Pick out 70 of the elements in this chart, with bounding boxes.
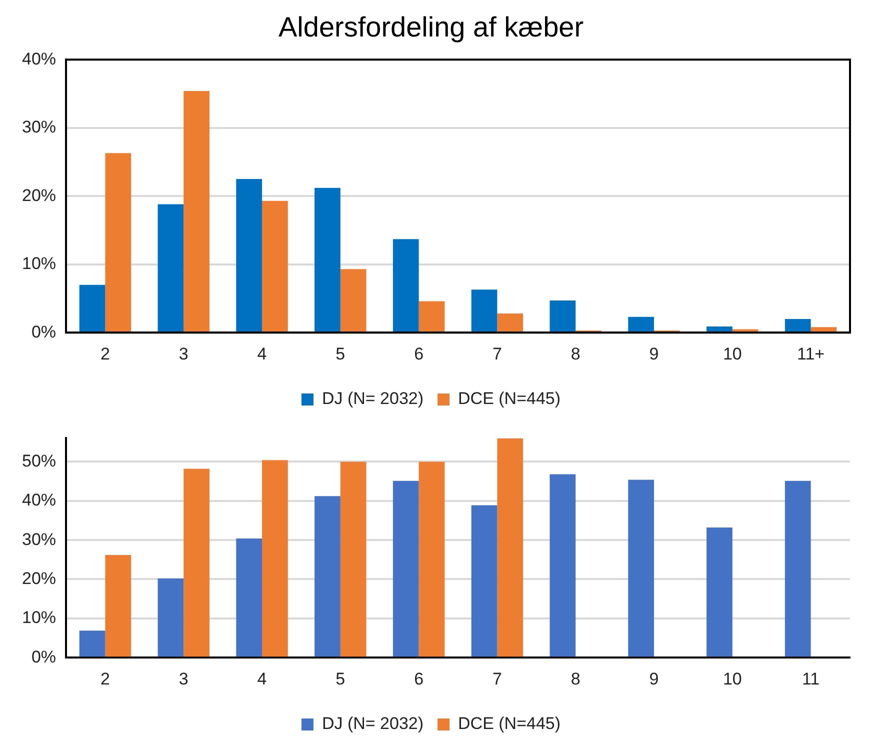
- x-tick-label: 3: [178, 669, 188, 688]
- bar: [418, 462, 445, 657]
- x-tick-label: 5: [336, 344, 346, 364]
- x-tick-label: 8: [570, 344, 580, 364]
- bar: [497, 313, 524, 332]
- x-tick-label: 5: [336, 669, 346, 688]
- bar: [784, 480, 811, 657]
- bar: [392, 239, 419, 332]
- chart-title: Aldersfordeling af kæber: [278, 12, 584, 43]
- legend-label: DCE (N=445): [458, 389, 561, 408]
- x-tick-label: 4: [257, 669, 267, 688]
- x-tick-label: 11+: [797, 344, 825, 364]
- y-tick-label: 50%: [22, 451, 56, 470]
- legend-label: DJ (N= 2032): [322, 714, 424, 734]
- bar: [184, 90, 210, 332]
- bar: [158, 204, 184, 332]
- x-tick-label: 10: [722, 669, 742, 688]
- y-tick-label: 30%: [22, 530, 56, 549]
- bar: [314, 496, 340, 657]
- bar: [706, 528, 732, 657]
- bar: [392, 480, 419, 657]
- x-tick-label: 2: [100, 669, 110, 688]
- bar: [105, 153, 132, 332]
- y-tick-label: 0%: [31, 322, 56, 342]
- bar: [236, 179, 262, 332]
- x-tick-label: 6: [414, 669, 424, 688]
- x-tick-label: 3: [178, 344, 188, 364]
- x-tick-label: 10: [722, 344, 742, 364]
- x-tick-label: 9: [649, 344, 659, 364]
- bar: [105, 554, 132, 657]
- x-tick-label: 8: [570, 669, 580, 688]
- bar: [158, 578, 184, 657]
- x-tick-label: 4: [257, 344, 267, 364]
- bar: [340, 462, 366, 657]
- legend-label: DCE (N=445): [458, 714, 561, 734]
- bar: [418, 301, 445, 332]
- bar: [340, 269, 366, 332]
- bar: [471, 290, 498, 332]
- legend-label: DJ (N= 2032): [322, 389, 424, 408]
- x-tick-label: 2: [100, 344, 110, 364]
- bar: [784, 318, 811, 332]
- y-tick-label: 30%: [22, 118, 56, 137]
- bar: [550, 300, 576, 332]
- bar: [550, 474, 576, 657]
- y-tick-label: 40%: [22, 49, 56, 68]
- bar: [262, 200, 288, 332]
- y-tick-label: 20%: [22, 568, 56, 588]
- y-tick-label: 40%: [22, 490, 56, 510]
- x-tick-label: 6: [414, 344, 424, 364]
- bar: [79, 284, 106, 332]
- y-tick-label: 10%: [22, 608, 56, 628]
- bar: [628, 480, 654, 657]
- bar: [497, 438, 524, 657]
- bar: [471, 505, 498, 657]
- bar: [262, 460, 288, 657]
- x-tick-label: 11: [802, 669, 820, 688]
- bar: [184, 468, 210, 657]
- bar: [628, 316, 654, 332]
- y-tick-label: 10%: [22, 254, 56, 274]
- x-tick-label: 9: [649, 669, 659, 688]
- bar: [810, 327, 837, 332]
- bar: [706, 326, 732, 332]
- y-tick-label: 20%: [22, 186, 56, 205]
- y-tick-label: 0%: [31, 647, 56, 666]
- bar: [732, 329, 758, 332]
- x-tick-label: 7: [492, 669, 502, 688]
- bar: [314, 188, 340, 332]
- bar: [79, 630, 106, 657]
- x-tick-label: 7: [492, 344, 502, 364]
- bar: [236, 538, 262, 657]
